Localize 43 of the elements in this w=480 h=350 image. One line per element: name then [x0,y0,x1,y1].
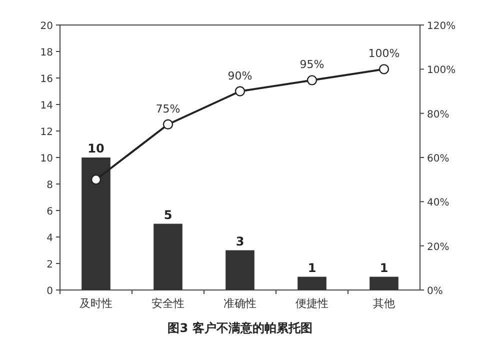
x-tick-label: 准确性 [224,297,256,310]
y2-tick-label: 100% [427,65,456,76]
bar [226,250,254,290]
bar [154,224,182,290]
data-label: 1 [380,260,388,275]
y2-tick-label: 80% [427,109,450,120]
data-label: 5 [164,208,172,222]
y-tick-label: 18 [40,48,53,58]
y-tick-label: 20 [40,21,53,32]
y-tick-label: 12 [40,127,53,138]
y2-tick-label: 40% [427,198,450,209]
y-tick-label: 0 [46,286,53,297]
x-tick-label: 其他 [373,297,395,310]
bar [370,276,398,290]
data-label: 95% [300,58,324,72]
point [234,86,246,96]
data-label: 90% [228,69,252,82]
y2-tick-label: 60% [427,154,450,164]
x-tick-label: 及时性 [80,297,112,310]
y-tick-label: 16 [40,74,53,85]
data-label: 3 [236,234,244,248]
y-tick-label: 6 [46,206,53,218]
data-label: 1 [308,260,316,275]
x-tick-label: 便捷性 [296,297,328,310]
data-label: 75% [156,102,180,116]
y2-tick-label: 0% [427,286,443,297]
data-label: 10 [88,142,104,156]
y-tick-label: 14 [40,100,53,112]
y-tick-label: 4 [46,233,53,244]
point [90,174,102,185]
bar [298,276,326,290]
y-tick-label: 10 [40,154,53,164]
bar [82,158,110,290]
data-label: 100% [368,47,400,60]
y2-tick-label: 120% [427,21,456,32]
point [306,75,318,86]
y-tick-label: 2 [46,260,53,270]
point [162,119,174,130]
x-tick-label: 安全性 [152,297,184,310]
point [378,64,390,74]
y-tick-label: 8 [46,180,53,191]
text: 图3 客户不满意的帕累托图 [168,321,312,335]
y2-tick-label: 20% [427,242,450,253]
